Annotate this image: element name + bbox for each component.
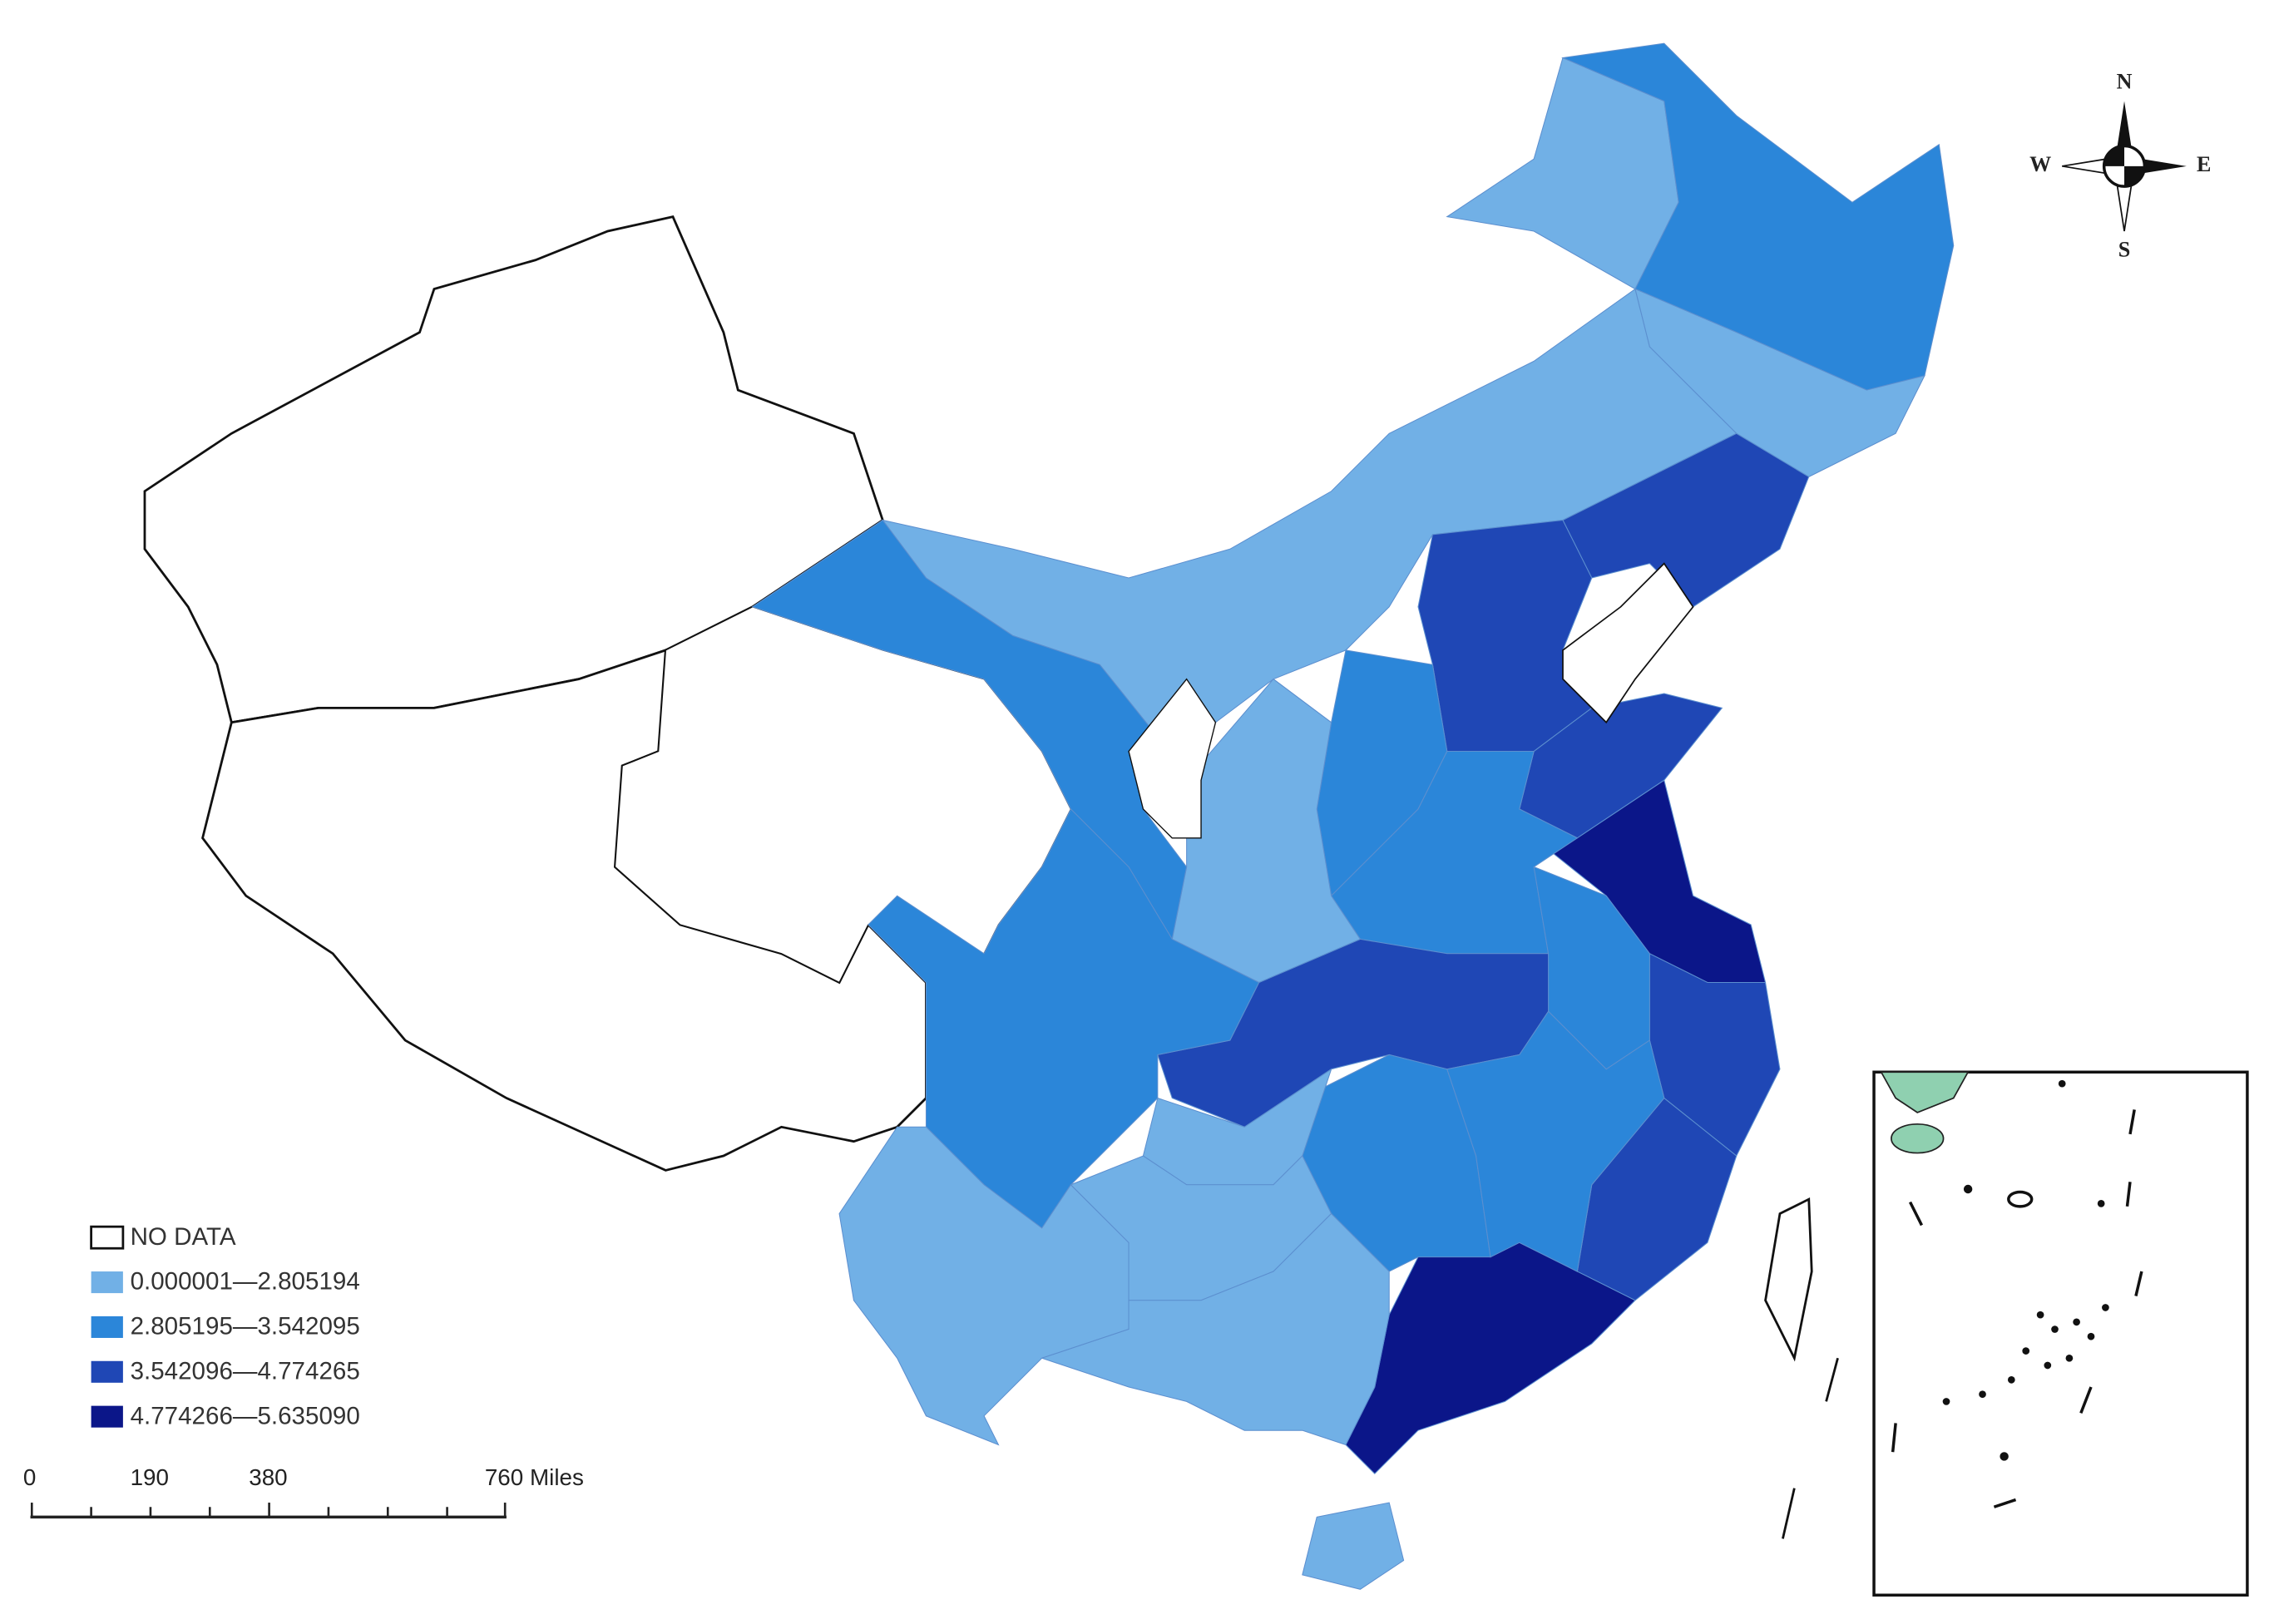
compass-s: S	[2118, 237, 2131, 261]
scale-label: 0	[23, 1464, 36, 1490]
legend-label: 3.542096—4.774265	[131, 1357, 360, 1385]
compass-w: W	[2029, 152, 2051, 176]
legend-label: 4.774266—5.635090	[131, 1402, 360, 1429]
inset-frame	[1872, 1070, 2249, 1597]
scale-label: 190	[131, 1464, 169, 1490]
legend-label: 0.000001—2.805194	[131, 1268, 360, 1296]
compass-e: E	[2197, 152, 2211, 176]
gansu	[751, 519, 1188, 940]
ningxia	[1128, 678, 1217, 839]
jilin	[1634, 288, 1925, 477]
island-line	[1782, 1488, 1796, 1539]
scale-bar: 0 190 380 760 Miles	[23, 1464, 584, 1519]
taiwan	[1764, 1197, 1813, 1362]
inset	[1872, 1070, 2249, 1597]
inset-atoll	[2007, 1190, 2034, 1208]
scale-ticks	[30, 1503, 507, 1518]
island-line	[1825, 1357, 1839, 1402]
legend-label: NO DATA	[131, 1223, 236, 1251]
guangxi	[1041, 1212, 1390, 1446]
hainan	[1302, 1502, 1405, 1590]
hebei	[1417, 519, 1593, 753]
compass-center	[2103, 146, 2145, 187]
legend-label: 2.805195—3.542095	[131, 1313, 360, 1340]
compass: N S W E	[2029, 70, 2211, 262]
legend: NO DATA 0.000001—2.805194 2.805195—3.54209…	[90, 1223, 360, 1429]
legend-swatch	[91, 1360, 123, 1383]
scale-label: 760 Miles	[485, 1464, 584, 1490]
provinces	[143, 42, 1955, 1590]
jiangxi	[1446, 1010, 1665, 1272]
inset-lines	[1891, 1109, 2143, 1508]
bohai-sea	[1562, 562, 1694, 724]
legend-swatch	[91, 1315, 123, 1338]
inset-islands	[1942, 1079, 2109, 1461]
scale-label: 380	[249, 1464, 287, 1490]
inset-hainan	[1891, 1123, 1945, 1154]
inset-land	[1880, 1071, 1970, 1113]
compass-n: N	[2117, 70, 2133, 94]
legend-swatch	[90, 1225, 125, 1250]
liaoning	[1562, 432, 1810, 608]
legend-swatch	[91, 1405, 123, 1428]
legend-swatch	[91, 1271, 123, 1294]
